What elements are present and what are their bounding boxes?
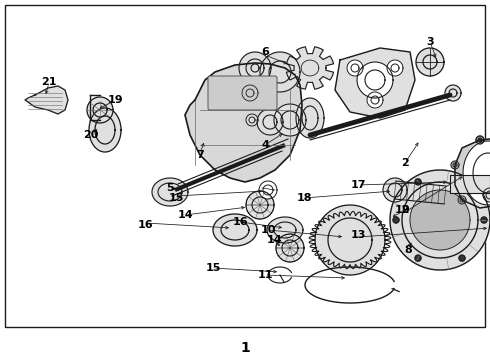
Polygon shape <box>315 205 385 275</box>
Polygon shape <box>246 114 258 126</box>
Polygon shape <box>416 48 444 76</box>
Polygon shape <box>459 179 465 185</box>
Text: 16: 16 <box>232 217 248 227</box>
Text: 18: 18 <box>296 193 312 203</box>
Polygon shape <box>87 97 113 123</box>
Text: 5: 5 <box>166 183 174 193</box>
Polygon shape <box>274 104 306 136</box>
Polygon shape <box>296 98 324 138</box>
Polygon shape <box>483 188 490 202</box>
Text: 7: 7 <box>196 150 204 160</box>
Text: 13: 13 <box>350 230 366 240</box>
Polygon shape <box>455 138 490 208</box>
Polygon shape <box>335 48 415 118</box>
Polygon shape <box>459 255 465 261</box>
Text: 11: 11 <box>257 270 273 280</box>
Text: 20: 20 <box>83 130 98 140</box>
Polygon shape <box>476 136 484 144</box>
Polygon shape <box>257 109 283 135</box>
Polygon shape <box>246 191 274 219</box>
Polygon shape <box>357 62 393 98</box>
Polygon shape <box>393 217 399 223</box>
Text: 15: 15 <box>205 263 221 273</box>
Polygon shape <box>481 217 487 223</box>
Polygon shape <box>463 141 490 205</box>
Text: 16: 16 <box>137 220 153 230</box>
Polygon shape <box>152 178 188 206</box>
Bar <box>450 175 490 193</box>
Text: 17: 17 <box>350 180 366 190</box>
Polygon shape <box>451 161 459 169</box>
Text: 21: 21 <box>41 77 57 87</box>
Polygon shape <box>259 181 277 199</box>
Polygon shape <box>476 136 484 144</box>
Polygon shape <box>276 234 304 262</box>
Polygon shape <box>242 85 258 101</box>
Text: 8: 8 <box>404 245 412 255</box>
Polygon shape <box>260 52 300 92</box>
Polygon shape <box>239 52 271 84</box>
Polygon shape <box>410 190 470 250</box>
Polygon shape <box>445 85 461 101</box>
Text: 1: 1 <box>240 341 250 355</box>
Text: 15: 15 <box>168 193 184 203</box>
Bar <box>5 5 485 327</box>
Text: 4: 4 <box>261 140 269 150</box>
Polygon shape <box>267 217 303 243</box>
Polygon shape <box>89 108 121 152</box>
Text: 3: 3 <box>426 37 434 47</box>
Polygon shape <box>185 63 302 182</box>
Polygon shape <box>415 179 421 185</box>
Polygon shape <box>347 60 363 76</box>
Text: 9: 9 <box>401 205 409 215</box>
Text: 2: 2 <box>401 158 409 168</box>
Text: 19: 19 <box>107 95 123 105</box>
Polygon shape <box>387 60 403 76</box>
Text: 14: 14 <box>177 210 193 220</box>
Text: 12: 12 <box>394 205 410 215</box>
Text: 6: 6 <box>261 47 269 57</box>
FancyBboxPatch shape <box>208 76 277 110</box>
Polygon shape <box>390 170 490 270</box>
Polygon shape <box>287 47 334 89</box>
Polygon shape <box>367 92 383 108</box>
Polygon shape <box>458 196 466 204</box>
Polygon shape <box>415 255 421 261</box>
Polygon shape <box>25 86 68 114</box>
Text: 10: 10 <box>260 225 276 235</box>
Polygon shape <box>213 214 257 246</box>
Text: 14: 14 <box>266 235 282 245</box>
Polygon shape <box>383 178 407 202</box>
